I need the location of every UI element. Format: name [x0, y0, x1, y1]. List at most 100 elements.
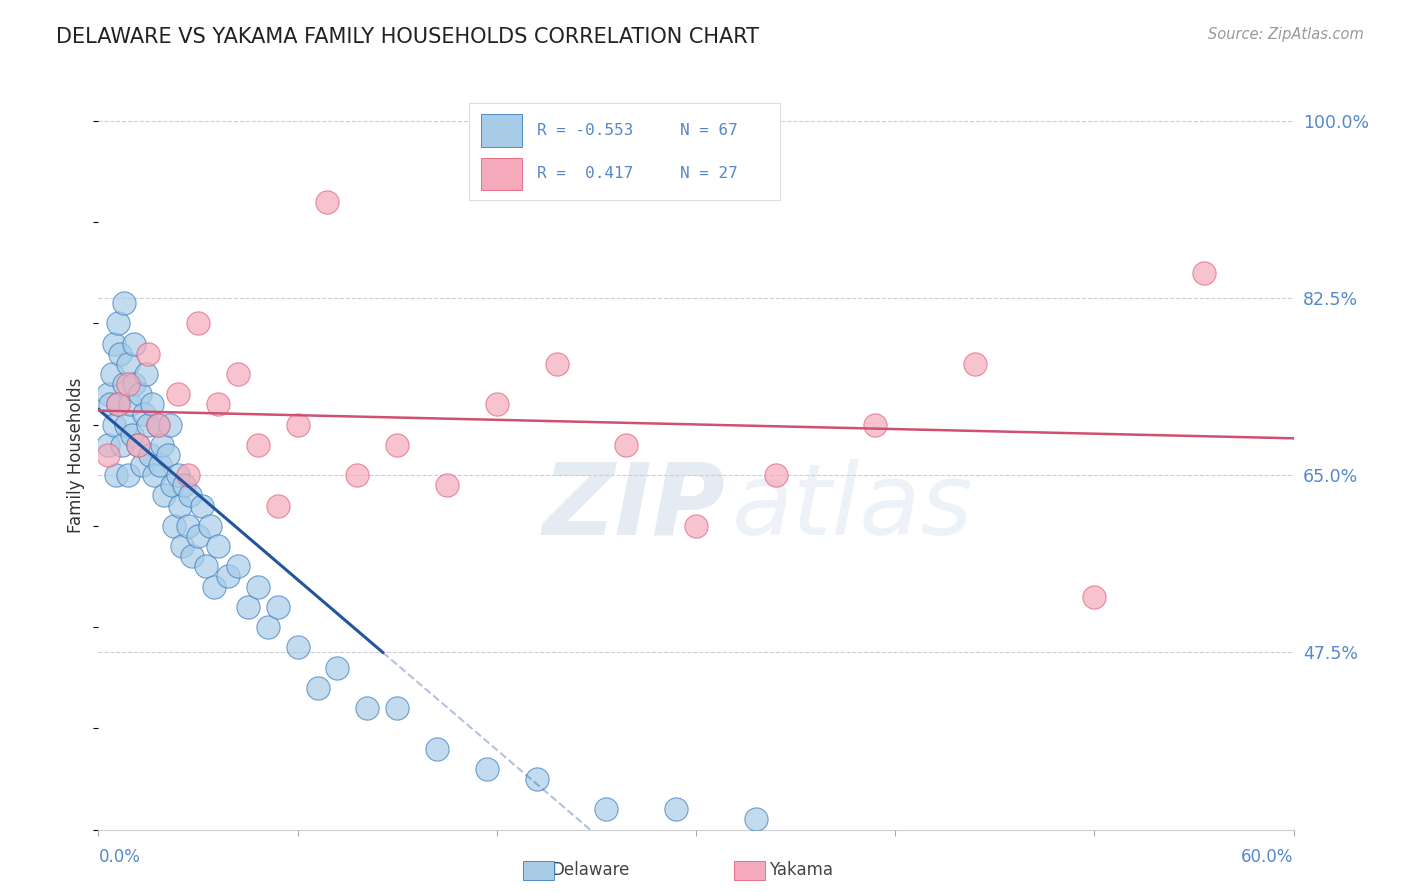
Point [120, 397, 142, 411]
Point [117, 357, 139, 371]
Point [124, 336, 146, 351]
Point [485, 397, 508, 411]
Point [316, 194, 339, 209]
Point [110, 346, 132, 360]
Point [195, 559, 218, 574]
Point [103, 336, 125, 351]
Point [129, 387, 152, 401]
Point [167, 387, 190, 401]
Point [202, 580, 225, 594]
Point [685, 518, 707, 533]
Point [159, 417, 181, 432]
Point [1192, 266, 1215, 280]
Point [136, 417, 159, 432]
Point [426, 741, 449, 756]
Text: Yakama: Yakama [769, 861, 834, 879]
Point [546, 357, 568, 371]
Point [963, 357, 986, 371]
Point [217, 569, 239, 583]
Point [141, 397, 163, 411]
Point [150, 438, 173, 452]
Point [115, 417, 138, 432]
Point [526, 772, 548, 786]
Point [167, 468, 190, 483]
Point [121, 427, 143, 442]
Point [346, 468, 368, 483]
Point [131, 458, 153, 472]
Point [256, 620, 278, 634]
Point [160, 478, 183, 492]
Point [198, 518, 221, 533]
Point [236, 599, 259, 614]
Point [246, 580, 269, 594]
Text: ZIP: ZIP [543, 458, 725, 556]
Point [117, 468, 139, 483]
Point [765, 468, 787, 483]
Point [107, 316, 129, 330]
Point [665, 802, 688, 816]
Point [127, 438, 149, 452]
Point [107, 397, 129, 411]
Point [101, 367, 124, 381]
Point [103, 417, 125, 432]
Point [97, 438, 120, 452]
Text: 0.0%: 0.0% [98, 847, 141, 866]
Point [436, 478, 458, 492]
Point [134, 408, 156, 422]
Y-axis label: Family Households: Family Households [67, 377, 86, 533]
Point [267, 599, 290, 614]
Point [326, 660, 349, 674]
Point [287, 417, 309, 432]
Point [287, 640, 309, 655]
Point [135, 367, 157, 381]
Text: DELAWARE VS YAKAMA FAMILY HOUSEHOLDS CORRELATION CHART: DELAWARE VS YAKAMA FAMILY HOUSEHOLDS COR… [56, 27, 759, 46]
Point [307, 681, 329, 695]
Point [98, 397, 122, 411]
Point [173, 478, 195, 492]
Point [385, 701, 409, 715]
Point [187, 529, 209, 543]
Point [112, 296, 135, 310]
Point [614, 438, 637, 452]
Point [177, 468, 200, 483]
Point [107, 397, 129, 411]
Point [267, 499, 290, 513]
Point [207, 397, 229, 411]
Point [865, 417, 887, 432]
Point [475, 762, 498, 776]
Text: Delaware: Delaware [551, 861, 630, 879]
Point [226, 367, 249, 381]
Point [139, 448, 162, 462]
Point [191, 499, 214, 513]
Point [385, 438, 409, 452]
Point [148, 417, 170, 432]
Point [148, 417, 170, 432]
Point [179, 488, 201, 502]
Point [117, 377, 139, 392]
Point [745, 813, 768, 827]
Point [595, 802, 617, 816]
Point [105, 468, 128, 483]
Text: Source: ZipAtlas.com: Source: ZipAtlas.com [1208, 27, 1364, 42]
Point [356, 701, 378, 715]
Point [172, 539, 194, 553]
Point [181, 549, 204, 564]
Point [1083, 590, 1105, 604]
Point [136, 346, 159, 360]
Point [149, 458, 172, 472]
Point [127, 438, 149, 452]
Point [111, 438, 134, 452]
Point [124, 377, 146, 392]
Text: 60.0%: 60.0% [1241, 847, 1294, 866]
Point [226, 559, 249, 574]
Point [157, 448, 180, 462]
Point [153, 488, 176, 502]
Point [246, 438, 269, 452]
Point [97, 387, 120, 401]
Point [169, 499, 191, 513]
Point [187, 316, 209, 330]
Point [97, 448, 120, 462]
Point [163, 518, 186, 533]
Point [207, 539, 229, 553]
Point [112, 377, 135, 392]
